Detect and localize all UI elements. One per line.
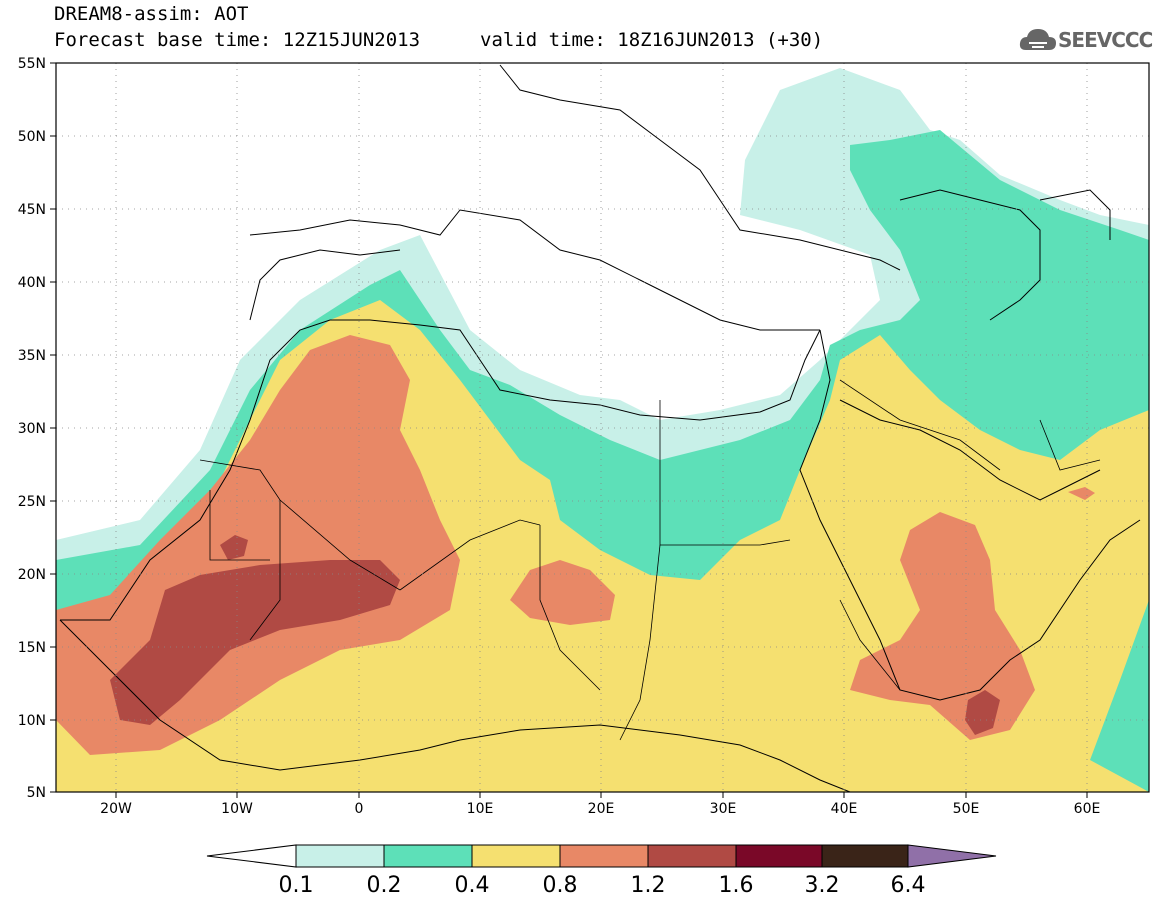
lat-label: 15N [18,640,46,656]
lat-label: 25N [18,494,46,510]
lat-label: 40N [18,275,46,291]
aot-0.8-region-chad [510,560,615,625]
colorbar-label: 0.8 [543,873,578,898]
aot-field [56,63,1149,792]
colorbar [206,844,997,868]
lat-label: 45N [18,202,46,218]
map-title: DREAM8-assim: AOT [54,3,249,25]
colorbar-high-arrow [907,844,997,868]
colorbar-box [735,844,823,868]
colorbar-label: 6.4 [891,873,926,898]
colorbar-label: 1.6 [719,873,754,898]
lon-label: 10E [467,801,494,817]
axis-ticks [50,62,1088,798]
colorbar-label: 0.4 [455,873,490,898]
aot-1.2-region-west [220,535,248,560]
colorbar-label: 3.2 [805,873,840,898]
seevccc-logo: SEEVCCC [1018,24,1153,56]
lat-label: 30N [18,421,46,437]
lat-label: 5N [27,785,46,801]
borders [199,379,1101,741]
colorbar-box [647,844,737,868]
valid-time: valid time: 18Z16JUN2013 (+30) [480,29,824,51]
aot-1.2-region [110,560,400,725]
lon-label: 10W [221,801,253,817]
coastlines [59,64,1141,792]
colorbar-box [383,844,473,868]
lat-labels: 55N 50N 45N 40N 35N 30N 25N 20N 15N 10N … [18,56,46,801]
colorbar-box [471,844,561,868]
logo-text: SEEVCCC [1058,28,1153,52]
colorbar-label: 0.1 [279,873,314,898]
colorbar-label: 1.2 [631,873,666,898]
graticule [56,63,1149,792]
lon-label: 30E [710,801,737,817]
aot-1.2-region-somalia [965,690,1000,735]
lat-label: 50N [18,129,46,145]
lon-label: 0 [355,801,364,817]
lat-label: 55N [18,56,46,72]
colorbar-labels: 0.1 0.2 0.4 0.8 1.2 1.6 3.2 6.4 [279,873,926,898]
colorbar-low-arrow [206,844,297,868]
lat-label: 10N [18,713,46,729]
aot-0.8-region-gulf [1068,487,1095,500]
colorbar-box [821,844,909,868]
lon-label: 50E [953,801,980,817]
lon-label: 60E [1074,801,1101,817]
lon-labels: 20W 10W 0 10E 20E 30E 40E 50E 60E [100,801,1100,817]
lon-label: 20E [588,801,615,817]
aot-0.8-region-arabia [850,512,1035,740]
lat-label: 20N [18,567,46,583]
colorbar-box [295,844,385,868]
lon-label: 40E [831,801,858,817]
colorbar-box [559,844,649,868]
colorbar-label: 0.2 [367,873,402,898]
cloud-icon [1019,29,1056,50]
lat-label: 35N [18,348,46,364]
lon-label: 20W [100,801,132,817]
forecast-base-time: Forecast base time: 12Z15JUN2013 [54,29,421,51]
